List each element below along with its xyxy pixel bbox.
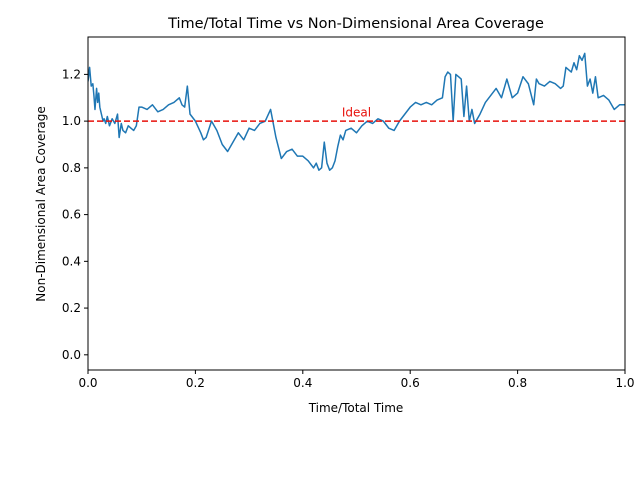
plot-background xyxy=(88,37,625,370)
y-tick-label: 1.0 xyxy=(62,114,81,128)
annotation-label: Ideal xyxy=(342,105,371,119)
x-tick-label: 1.0 xyxy=(615,376,634,390)
y-axis-label: Non-Dimensional Area Coverage xyxy=(34,106,48,301)
y-tick-label: 1.2 xyxy=(62,67,81,81)
y-tick-label: 0.6 xyxy=(62,208,81,222)
y-tick-label: 0.2 xyxy=(62,301,81,315)
y-tick-label: 0.8 xyxy=(62,161,81,175)
x-tick-label: 0.4 xyxy=(293,376,312,390)
axes: 0.0 0.2 0.4 0.6 0.8 1.0 0.0 0.2 0.4 0.6 0.8 1.0 1.2 xyxy=(62,36,635,390)
chart-marks xyxy=(88,52,625,171)
chart-title: Time/Total Time vs Non-Dimensional Area … xyxy=(167,16,544,32)
x-tick-label: 0.0 xyxy=(78,376,97,390)
x-tick-label: 0.2 xyxy=(186,376,205,390)
axes-frame xyxy=(87,36,626,371)
y-tick-label: 0.4 xyxy=(62,254,81,268)
y-tick-label: 0.0 xyxy=(62,348,81,362)
plot-area xyxy=(88,37,625,370)
x-tick-label: 0.8 xyxy=(508,376,527,390)
x-axis-label: Time/Total Time xyxy=(308,401,404,415)
x-tick-label: 0.6 xyxy=(401,376,420,390)
series-line xyxy=(88,52,625,171)
annotations: Ideal xyxy=(342,105,371,119)
